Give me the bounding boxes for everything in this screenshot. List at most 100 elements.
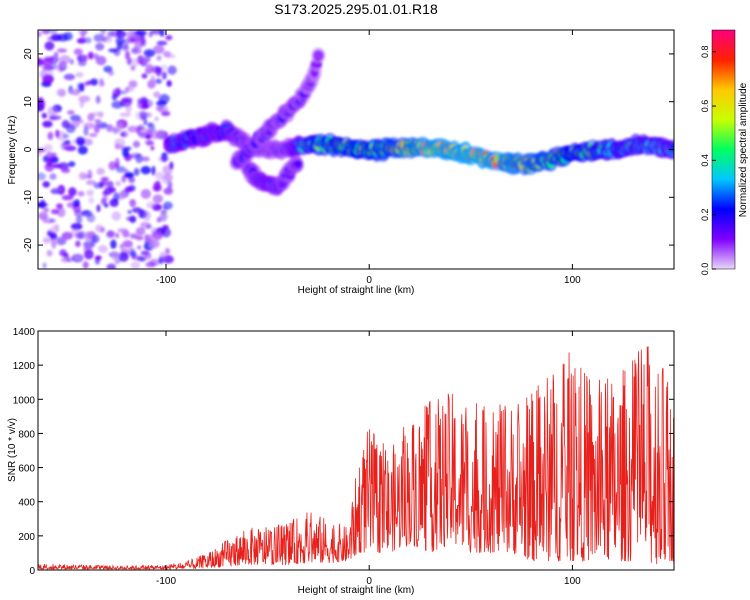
colorbar-tick-label: 0.6 (700, 100, 710, 113)
noise-blob (125, 103, 132, 114)
noise-blob (137, 245, 142, 250)
noise-blob (38, 172, 47, 181)
noise-blob (83, 126, 89, 137)
noise-blob (94, 119, 102, 124)
noise-blob (100, 176, 110, 182)
noise-blob (106, 263, 117, 269)
noise-blob (42, 120, 53, 128)
noise-blob (150, 30, 163, 35)
noise-blob (151, 128, 157, 133)
noise-blob (115, 37, 125, 45)
noise-blob (148, 239, 160, 249)
noise-blob (104, 202, 109, 208)
noise-blob (143, 116, 148, 126)
noise-blob (42, 74, 54, 84)
noise-blob (162, 165, 173, 176)
noise-blob (155, 66, 162, 77)
noise-blob (145, 140, 155, 146)
noise-blob (125, 86, 130, 92)
noise-blob (43, 56, 54, 62)
noise-blob (56, 88, 66, 97)
noise-blob (152, 184, 162, 192)
noise-blob (66, 257, 73, 263)
noise-blob (43, 207, 50, 213)
noise-blob (128, 80, 138, 88)
noise-blob (113, 192, 120, 202)
noise-blob (156, 100, 168, 107)
noise-blob (140, 221, 151, 230)
x-tick-label: 100 (564, 275, 581, 286)
noise-blob (90, 78, 98, 86)
noise-blob (122, 240, 133, 248)
noise-blob (165, 53, 176, 59)
noise-blob (38, 152, 42, 157)
noise-blob (95, 55, 107, 66)
noise-blob (119, 112, 131, 117)
noise-blob (50, 33, 63, 42)
colorbar-tick-label: 0.4 (700, 154, 710, 167)
noise-blob (114, 138, 126, 148)
x-tick-label: 100 (564, 576, 581, 587)
noise-blob (70, 228, 80, 236)
noise-blob (70, 222, 83, 231)
noise-blob (97, 122, 108, 129)
noise-blob (38, 57, 44, 66)
noise-blob (122, 148, 129, 158)
y-tick-label: 0 (23, 146, 34, 152)
noise-blob (140, 35, 146, 46)
noise-blob (95, 95, 101, 104)
noise-blob (146, 201, 156, 209)
noise-blob (107, 30, 115, 38)
noise-blob (111, 211, 122, 221)
noise-blob (77, 190, 85, 197)
noise-blob (153, 91, 161, 98)
noise-blob (98, 244, 108, 253)
noise-blob (59, 249, 67, 257)
noise-blob (38, 31, 42, 37)
noise-blob (110, 250, 120, 261)
noise-blob (163, 173, 174, 182)
noise-blob (61, 195, 74, 201)
noise-blob (82, 138, 93, 146)
noise-blob (133, 35, 143, 42)
noise-blob (152, 194, 164, 204)
snr-x-ticks: -100 0 100 (156, 331, 581, 587)
y-tick-label: 1000 (13, 395, 36, 406)
noise-blob (46, 158, 53, 168)
noise-blob (155, 105, 164, 112)
noise-blob (139, 110, 148, 120)
noise-blob (82, 54, 88, 63)
noise-blob (47, 131, 54, 141)
noise-blob (158, 214, 169, 220)
noise-blob (156, 40, 168, 46)
noise-blob (49, 173, 57, 180)
noise-blob (119, 243, 125, 250)
noise-blob (160, 64, 168, 71)
noise-blob (77, 145, 88, 155)
noise-blob (79, 100, 85, 108)
noise-blob (42, 181, 50, 188)
noise-blob (164, 247, 170, 255)
noise-blob (83, 37, 92, 44)
noise-blob (94, 255, 102, 260)
noise-blob (42, 262, 47, 269)
noise-blob (140, 188, 152, 199)
noise-blob (44, 41, 55, 51)
noise-blob (83, 81, 91, 86)
noise-blob (151, 230, 164, 241)
noise-blob (140, 250, 150, 256)
noise-blob (167, 65, 177, 75)
noise-blob (162, 71, 167, 80)
noise-blob (130, 65, 136, 71)
noise-blob (154, 78, 162, 84)
noise-blob (41, 112, 48, 119)
noise-blob (87, 51, 94, 60)
noise-blob (75, 254, 84, 260)
colorbar-bar (711, 29, 736, 270)
snr-frame (37, 330, 675, 571)
colorbar-tick-label: 0.8 (700, 45, 710, 58)
noise-blob (72, 199, 81, 207)
noise-blob (61, 231, 73, 240)
noise-blob (76, 119, 84, 124)
